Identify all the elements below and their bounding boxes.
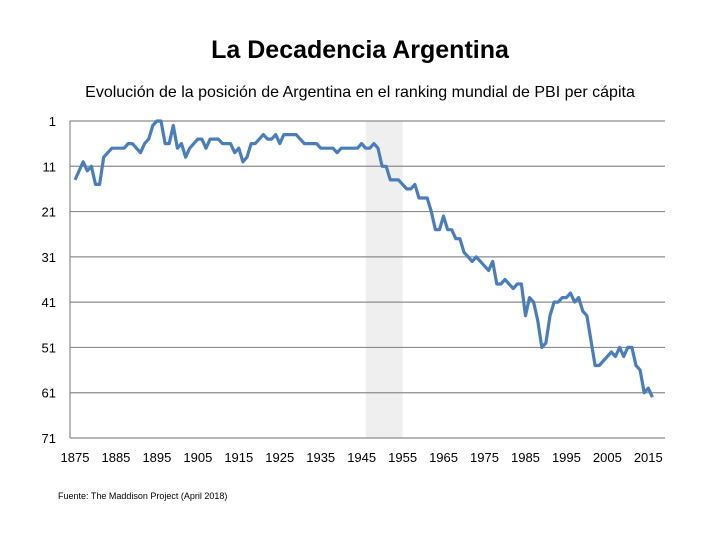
source-note: Fuente: The Maddison Project (April 2018… (58, 491, 228, 501)
chart-subtitle: Evolución de la posición de Argentina en… (85, 84, 635, 101)
x-tick-label: 1905 (183, 450, 212, 465)
y-tick-label: 61 (42, 386, 56, 401)
x-tick-label: 1935 (306, 450, 335, 465)
x-tick-label: 1875 (61, 450, 90, 465)
x-tick-label: 1885 (101, 450, 130, 465)
x-tick-label: 1965 (429, 450, 458, 465)
y-tick-label: 11 (43, 159, 57, 174)
x-tick-label: 1915 (224, 450, 253, 465)
x-tick-label: 2005 (593, 450, 622, 465)
y-tick-label: 71 (42, 431, 56, 446)
ranking-line (73, 119, 654, 398)
y-tick-label: 51 (42, 340, 56, 355)
shaded-period (365, 121, 403, 438)
y-tick-label: 21 (42, 205, 56, 220)
x-tick-label: 1895 (142, 450, 171, 465)
x-tick-label: 1925 (265, 450, 294, 465)
y-tick-label: 41 (42, 295, 56, 310)
x-tick-label: 1955 (388, 450, 417, 465)
x-tick-label: 1945 (347, 450, 376, 465)
x-tick-label: 1995 (552, 450, 581, 465)
x-tick-label: 2015 (634, 450, 663, 465)
x-tick-label: 1975 (470, 450, 499, 465)
chart-title: La Decadencia Argentina (211, 36, 509, 64)
x-tick-label: 1985 (511, 450, 540, 465)
y-tick-label: 31 (42, 250, 56, 265)
y-tick-label: 1 (49, 114, 56, 129)
